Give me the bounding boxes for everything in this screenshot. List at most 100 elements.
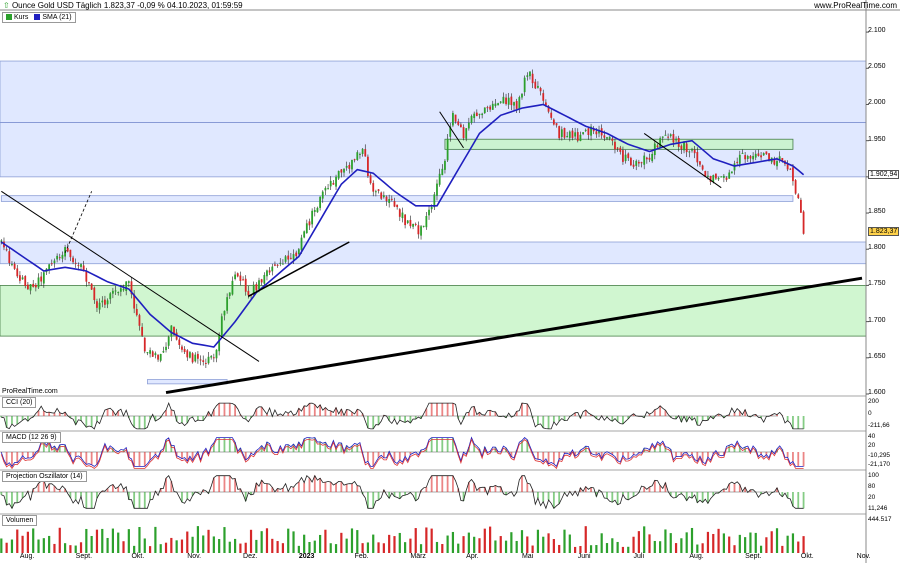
- candle: [377, 188, 380, 194]
- volume-bar: [446, 535, 449, 553]
- volume-label[interactable]: Volumen: [2, 515, 38, 526]
- volume-bar: [37, 539, 40, 553]
- candle-body: [263, 274, 266, 284]
- indicator-bar: [489, 410, 492, 416]
- candle: [311, 208, 314, 228]
- indicator-line: [0, 436, 804, 468]
- candle-body: [462, 127, 465, 139]
- volume-bar: [223, 527, 226, 553]
- candle: [414, 222, 417, 227]
- candle: [444, 159, 446, 174]
- indicator-bar: [361, 413, 364, 416]
- candle: [104, 295, 106, 309]
- site-link[interactable]: www.ProRealTime.com: [814, 1, 897, 10]
- volume-bar: [674, 543, 678, 553]
- volume-bar: [754, 532, 757, 553]
- indicator-bar: [425, 487, 428, 492]
- candle: [465, 127, 468, 142]
- volume-bar: [260, 531, 263, 553]
- candle: [186, 349, 189, 361]
- candle-body: [252, 284, 255, 295]
- indicator-bar: [712, 452, 715, 454]
- candle-body: [61, 254, 64, 259]
- cci-label[interactable]: CCI (20): [2, 397, 37, 408]
- indicator-bar: [239, 414, 242, 416]
- candle-body: [789, 168, 792, 170]
- candle: [537, 81, 539, 89]
- candle-body: [792, 167, 794, 182]
- indicator-bar: [478, 412, 481, 416]
- candle-body: [96, 301, 98, 308]
- candle-body: [513, 102, 515, 106]
- candle: [380, 191, 383, 201]
- indicator-bar: [32, 452, 35, 457]
- x-tick-label: Juni: [577, 553, 591, 560]
- candle: [210, 355, 213, 360]
- indicator-bar: [712, 416, 715, 419]
- volume-bar: [292, 531, 295, 553]
- candle-body: [651, 153, 654, 162]
- indicator-bar: [181, 416, 183, 423]
- candle-body: [592, 128, 595, 132]
- indicator-bar: [143, 452, 146, 467]
- candle: [730, 171, 733, 174]
- candle-body: [289, 257, 292, 259]
- candle: [566, 131, 569, 138]
- volume-bar: [744, 537, 747, 553]
- indicator-bar: [324, 442, 327, 452]
- indicator-bar: [462, 492, 465, 501]
- candle-body: [459, 124, 462, 128]
- volume-bar: [579, 546, 582, 553]
- volume-bar: [664, 529, 667, 553]
- indicator-bar: [648, 486, 651, 492]
- volume-bar: [404, 542, 407, 553]
- indicator-bar: [452, 475, 454, 492]
- volume-bar: [547, 533, 550, 553]
- candle-body: [683, 141, 685, 151]
- indicator-bar: [664, 446, 667, 452]
- candle: [624, 149, 627, 164]
- indicator-bar: [170, 445, 173, 452]
- candle-body: [247, 290, 250, 296]
- indicator-bar: [223, 403, 226, 416]
- volume-bar: [345, 538, 348, 553]
- volume-bar: [233, 538, 237, 553]
- candle-body: [173, 326, 175, 335]
- candle: [760, 152, 762, 161]
- candle-body: [210, 356, 213, 358]
- candle: [526, 72, 529, 81]
- volume-bar: [58, 527, 61, 553]
- y-tick-label: 2.000: [868, 99, 886, 107]
- candle: [579, 131, 582, 142]
- projection-label[interactable]: Projection Oszillator (14): [2, 471, 87, 482]
- candle-body: [58, 257, 61, 259]
- candle: [45, 268, 48, 276]
- volume-bar: [85, 528, 88, 553]
- macd-label[interactable]: MACD (12 26 9): [2, 432, 61, 443]
- candle-body: [335, 176, 337, 187]
- candle-body: [505, 97, 507, 105]
- volume-bar: [733, 545, 736, 553]
- title-text: Ounce Gold USD Täglich 1.823,37 -0,09 % …: [11, 1, 243, 10]
- dashed-trendline: [64, 191, 93, 254]
- candle: [630, 156, 632, 167]
- candle: [313, 206, 316, 217]
- volume-bar: [467, 532, 470, 553]
- candle-body: [752, 155, 755, 160]
- volume-bar: [42, 538, 45, 553]
- volume-bar: [706, 531, 710, 553]
- candle: [21, 275, 24, 280]
- candle-body: [582, 132, 584, 134]
- candle-body: [327, 188, 329, 190]
- candle: [165, 342, 167, 353]
- indicator-bar: [250, 416, 252, 418]
- indicator-bar: [425, 408, 428, 416]
- volume-bar: [90, 535, 93, 553]
- volume-bar: [138, 527, 141, 553]
- volume-bar: [515, 540, 518, 553]
- candle: [242, 276, 244, 281]
- candle-body: [704, 170, 707, 177]
- legend[interactable]: Kurs SMA (21): [2, 12, 76, 23]
- indicator-bar: [680, 452, 683, 457]
- volume-bar: [616, 541, 619, 553]
